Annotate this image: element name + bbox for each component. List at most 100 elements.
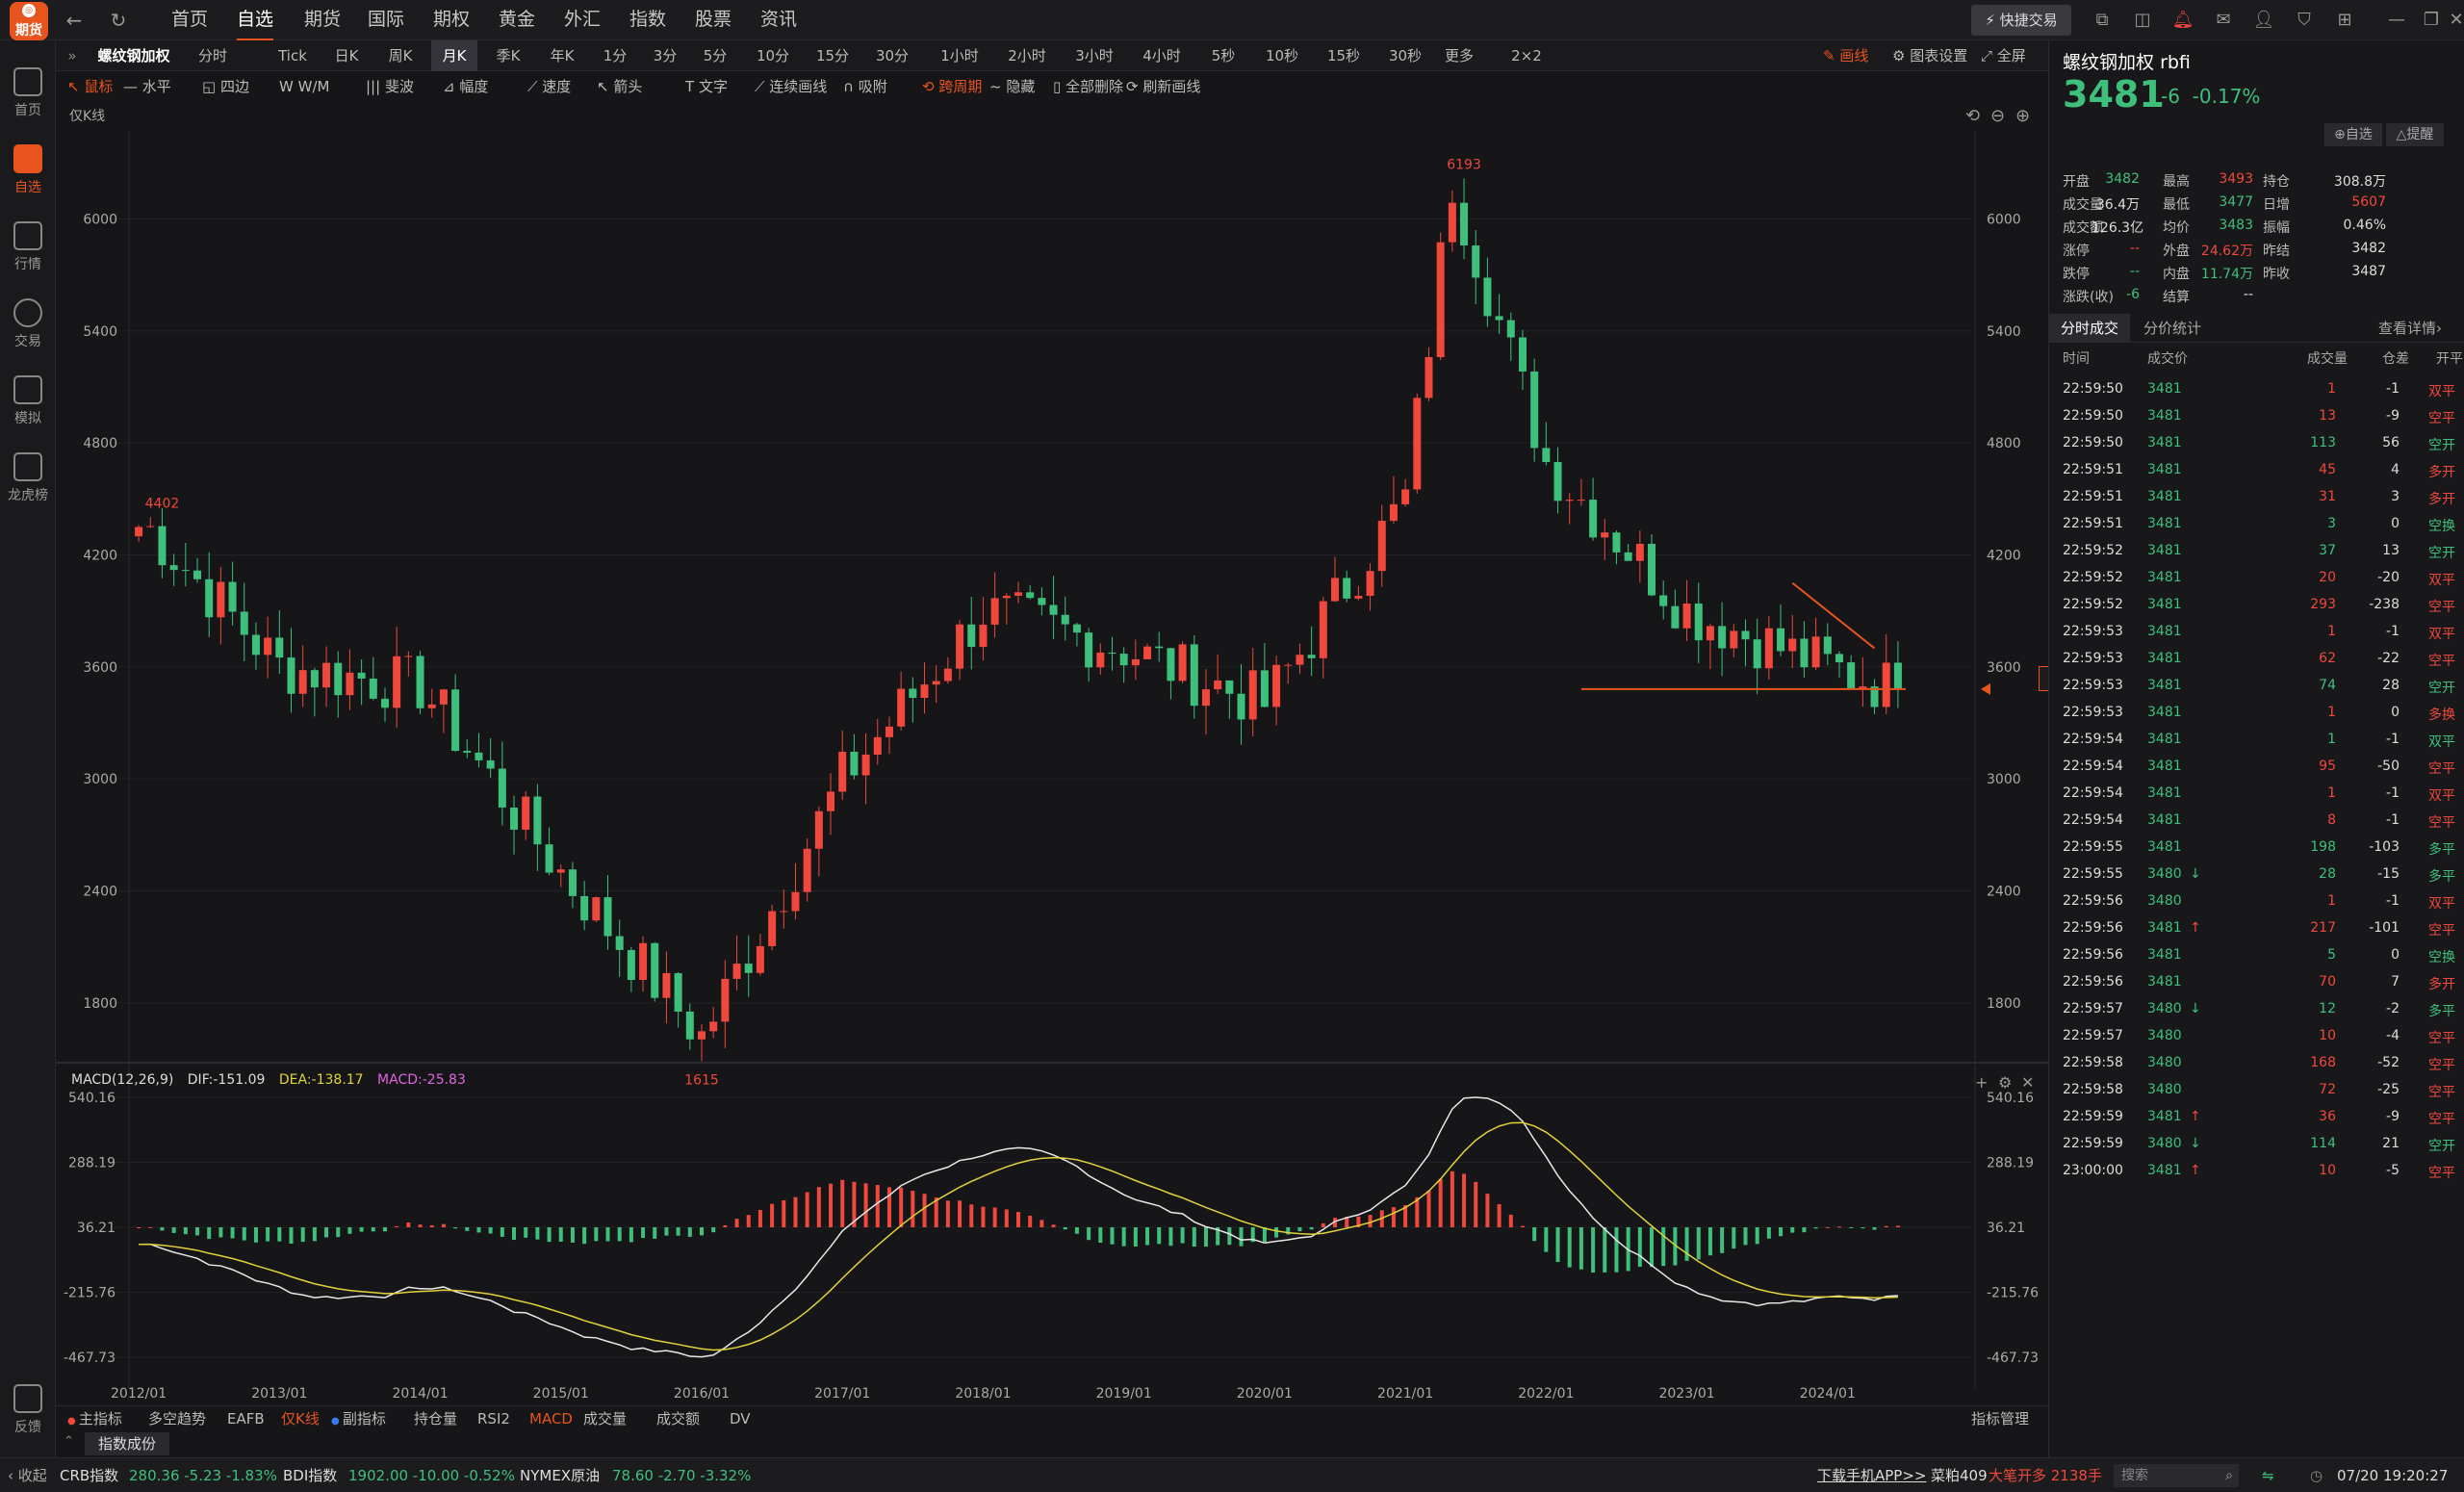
period-19[interactable]: 15秒 bbox=[1326, 47, 1361, 64]
period-16[interactable]: 4小时 bbox=[1142, 47, 1181, 64]
period-18[interactable]: 10秒 bbox=[1265, 47, 1299, 64]
close-icon[interactable]: ✕ bbox=[2449, 10, 2464, 30]
add-pane-icon[interactable]: + bbox=[1975, 1073, 1988, 1092]
back-arrow-icon[interactable]: ← bbox=[65, 9, 83, 32]
indicator-6[interactable]: RSI2 bbox=[477, 1406, 510, 1431]
sidebar-item-trade[interactable]: 交易 bbox=[0, 298, 56, 350]
zoom-out-icon[interactable]: ⊖ bbox=[1990, 106, 2005, 126]
indicator-8[interactable]: 成交量 bbox=[583, 1406, 627, 1431]
draw-tool-8[interactable]: T 文字 bbox=[685, 71, 728, 102]
screen-capture-icon[interactable]: ⧉ bbox=[2095, 10, 2109, 30]
draw-tool-2[interactable]: ◱ 四边 bbox=[202, 71, 249, 102]
instrument-tab[interactable]: 螺纹钢加权 bbox=[97, 47, 170, 64]
draw-tool-12[interactable]: ~ 隐藏 bbox=[989, 71, 1035, 102]
component-tab[interactable]: 指数成份 bbox=[85, 1432, 170, 1455]
restore-icon[interactable]: ❐ bbox=[2423, 10, 2440, 30]
sidebar-item-ranking[interactable]: 龙虎榜 bbox=[0, 452, 56, 504]
indicator-5[interactable]: 持仓量 bbox=[414, 1406, 457, 1431]
feed-instrument[interactable]: 菜粕409 bbox=[1931, 1467, 1988, 1484]
tab-price-stats[interactable]: 分价统计 bbox=[2143, 320, 2202, 337]
indicator-3[interactable]: 仅K线 bbox=[281, 1406, 320, 1431]
zoom-in-icon[interactable]: ⊕ bbox=[2015, 106, 2030, 126]
search-input[interactable]: 搜索 ⌕ bbox=[2114, 1464, 2239, 1487]
chart-settings-button[interactable]: ⚙ 图表设置 bbox=[1892, 40, 1967, 71]
draw-tool-3[interactable]: W W/M bbox=[279, 71, 329, 102]
close-pane-icon[interactable]: ✕ bbox=[2021, 1073, 2034, 1092]
period-12[interactable]: 30分 bbox=[875, 47, 910, 64]
indicator-10[interactable]: DV bbox=[730, 1406, 751, 1431]
period-4[interactable]: 月K bbox=[431, 40, 477, 71]
minimize-icon[interactable]: — bbox=[2388, 10, 2405, 30]
bdi-index-name[interactable]: BDI指数 bbox=[283, 1467, 338, 1484]
indicator-4[interactable]: ● 副指标 bbox=[331, 1406, 386, 1434]
kline-mode-label[interactable]: 仅K线 bbox=[69, 109, 106, 124]
indicator-7[interactable]: MACD bbox=[529, 1406, 573, 1431]
mail-icon[interactable]: ✉ bbox=[2216, 10, 2231, 30]
period-17[interactable]: 5秒 bbox=[1211, 47, 1236, 64]
refresh-icon[interactable]: ↻ bbox=[110, 9, 127, 32]
sidebar-item-market[interactable]: 行情 bbox=[0, 221, 56, 273]
nav-item[interactable]: 期权 bbox=[433, 9, 471, 30]
pane-settings-icon[interactable]: ⚙ bbox=[1998, 1073, 2012, 1092]
period-5[interactable]: 季K bbox=[496, 47, 521, 64]
sidebar-item-watchlist[interactable]: 自选 bbox=[0, 144, 56, 196]
period-1[interactable]: Tick bbox=[278, 47, 307, 64]
indicator-9[interactable]: 成交额 bbox=[656, 1406, 700, 1431]
draw-tool-9[interactable]: ⟋ 连续画线 bbox=[755, 71, 827, 102]
nav-item[interactable]: 股票 bbox=[695, 9, 732, 30]
user-icon[interactable]: 👤︎ bbox=[2252, 10, 2275, 30]
indicator-manage-button[interactable]: 指标管理 bbox=[1971, 1410, 2030, 1428]
collapse-button[interactable]: ‹ 收起 bbox=[8, 1458, 47, 1492]
undo-icon[interactable]: ⟲ bbox=[1965, 106, 1980, 126]
period-2[interactable]: 日K bbox=[334, 47, 359, 64]
indicator-1[interactable]: 多空趋势 bbox=[148, 1406, 206, 1431]
draw-line-button[interactable]: ✎ 画线 bbox=[1823, 40, 1868, 71]
tab-tick-trades[interactable]: 分时成交 bbox=[2049, 314, 2131, 343]
draw-tool-4[interactable]: ||| 斐波 bbox=[366, 71, 414, 102]
trend-line[interactable] bbox=[1791, 581, 1876, 650]
collapse-chevron-icon[interactable]: ⌃ bbox=[64, 1434, 74, 1449]
macd-name[interactable]: MACD(12,26,9) bbox=[71, 1072, 174, 1088]
period-11[interactable]: 15分 bbox=[815, 47, 850, 64]
nav-item[interactable]: 期货 bbox=[304, 9, 342, 30]
period-22[interactable]: 2×2 bbox=[1511, 47, 1542, 64]
kline-chart[interactable]: 6000 6000 5400 5400 4800 4800 4200 4200 3600 3600… bbox=[56, 102, 2048, 1405]
add-favorite-button[interactable]: ⊕自选 bbox=[2324, 123, 2382, 146]
period-21[interactable]: 更多 bbox=[1444, 47, 1474, 64]
period-0[interactable]: 分时 bbox=[197, 47, 227, 64]
period-6[interactable]: 年K bbox=[550, 47, 575, 64]
bell-icon[interactable]: 🔔︎ bbox=[2171, 10, 2194, 30]
fullscreen-button[interactable]: ⤢ 全屏 bbox=[1981, 40, 2026, 71]
nav-item[interactable]: 资讯 bbox=[760, 9, 798, 30]
draw-tool-6[interactable]: ⟋ 速度 bbox=[527, 71, 571, 102]
see-details-link[interactable]: 查看详情› bbox=[2378, 314, 2442, 343]
nav-item[interactable]: 首页 bbox=[171, 9, 209, 30]
period-7[interactable]: 1分 bbox=[603, 47, 628, 64]
download-app-link[interactable]: 下载手机APP>> bbox=[1817, 1467, 1927, 1484]
period-9[interactable]: 5分 bbox=[703, 47, 728, 64]
draw-tool-10[interactable]: ∩ 吸附 bbox=[843, 71, 887, 102]
period-8[interactable]: 3分 bbox=[653, 47, 678, 64]
grid-menu-icon[interactable]: ⊞ bbox=[2337, 10, 2352, 30]
nav-item[interactable]: 自选 bbox=[237, 0, 274, 40]
nav-item[interactable]: 国际 bbox=[368, 9, 405, 30]
period-3[interactable]: 周K bbox=[388, 47, 413, 64]
sidebar-item-simulate[interactable]: 模拟 bbox=[0, 375, 56, 427]
nav-item[interactable]: 指数 bbox=[629, 9, 667, 30]
quick-trade-button[interactable]: ⚡ 快捷交易 bbox=[1971, 5, 2071, 36]
sidebar-item-feedback[interactable]: 反馈 bbox=[0, 1384, 56, 1436]
period-15[interactable]: 3小时 bbox=[1075, 47, 1114, 64]
period-14[interactable]: 2小时 bbox=[1008, 47, 1046, 64]
nav-item[interactable]: 黄金 bbox=[499, 9, 536, 30]
period-13[interactable]: 1小时 bbox=[940, 47, 979, 64]
draw-tool-0[interactable]: ↖ 鼠标 bbox=[67, 71, 113, 102]
skin-icon[interactable]: ⛉ bbox=[2297, 10, 2311, 30]
indicator-2[interactable]: EAFB bbox=[227, 1406, 265, 1431]
draw-tool-1[interactable]: — 水平 bbox=[123, 71, 171, 102]
nav-item[interactable]: 外汇 bbox=[564, 9, 602, 30]
app-logo[interactable]: ◎ 期货 bbox=[10, 2, 48, 40]
crb-index-name[interactable]: CRB指数 bbox=[60, 1467, 119, 1484]
nymex-oil-name[interactable]: NYMEX原油 bbox=[520, 1467, 601, 1484]
indicator-0[interactable]: ● 主指标 bbox=[67, 1406, 122, 1434]
announce-icon[interactable]: ◫ bbox=[2134, 10, 2151, 30]
